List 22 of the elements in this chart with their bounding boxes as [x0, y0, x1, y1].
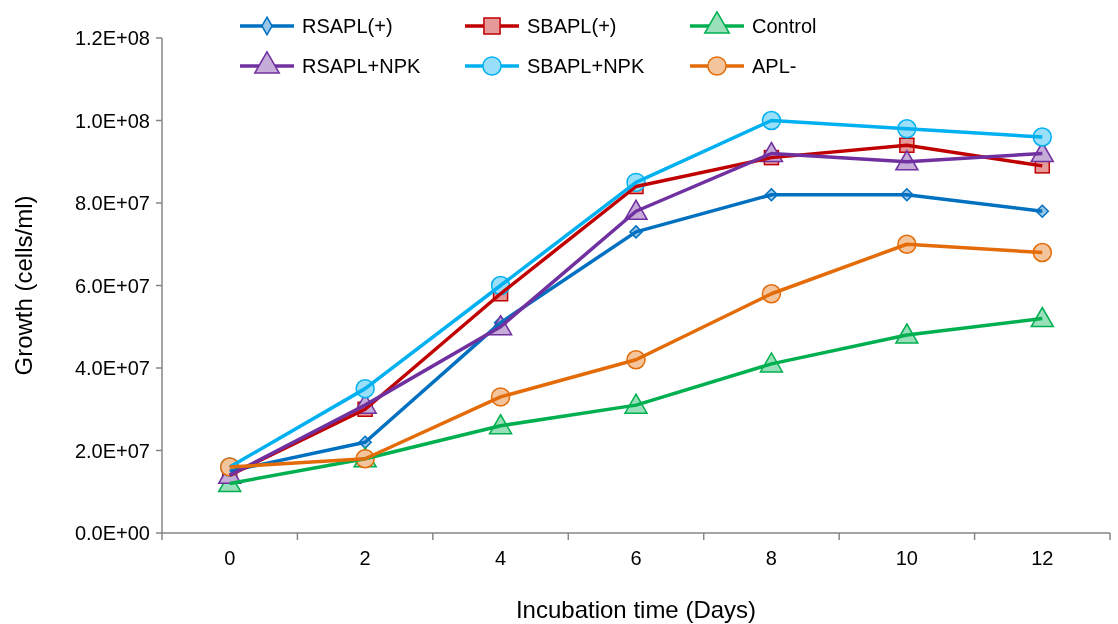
y-tick-label: 1.0E+08 — [74, 109, 150, 132]
y-tick-label: 6.0E+07 — [74, 274, 150, 297]
legend-label: SBAPL(+) — [527, 15, 617, 37]
x-tick-label: 12 — [1031, 547, 1054, 569]
legend-label: Control — [752, 15, 817, 37]
x-tick-label: 6 — [630, 547, 642, 569]
x-axis-title: Incubation time (Days) — [515, 596, 757, 623]
x-tick-label: 2 — [359, 547, 371, 569]
x-tick-label: 10 — [895, 547, 918, 569]
legend-label: RSAPL(+) — [302, 15, 393, 37]
y-tick-label: 1.2E+08 — [74, 27, 150, 49]
y-tick-label: 8.0E+07 — [74, 192, 150, 214]
x-tick-label: 8 — [765, 547, 777, 569]
legend-label: RSAPL+NPK — [302, 55, 422, 77]
legend-label: SBAPL+NPK — [527, 55, 645, 77]
x-tick-label: 4 — [495, 547, 507, 569]
x-tick-label: 0 — [224, 547, 236, 569]
y-axis-title: Growth (cells/ml) — [10, 195, 37, 376]
y-tick-label: 4.0E+07 — [74, 357, 150, 379]
y-tick-label: 0.0E+00 — [74, 522, 150, 544]
y-tick-label: 2.0E+07 — [74, 439, 150, 462]
legend-label: APL- — [752, 55, 797, 77]
